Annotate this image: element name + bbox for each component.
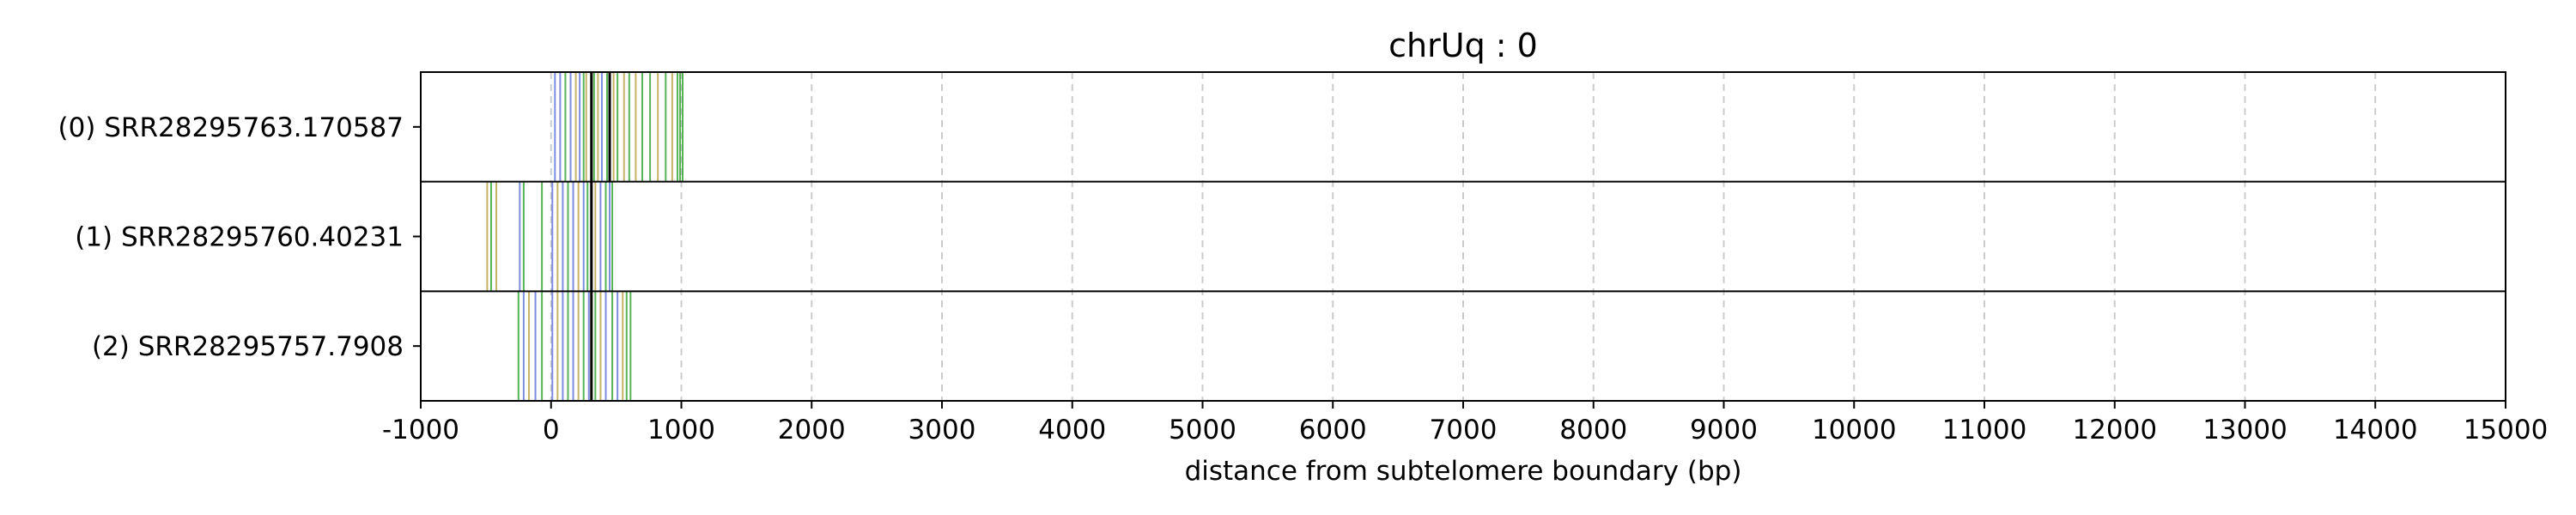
x-tick-label: 13000 [2202,415,2287,445]
row-label: (1) SRR28295760.40231 [75,222,404,253]
chart-title: chrUq : 0 [1388,27,1538,64]
x-tick-label: 9000 [1690,415,1758,445]
x-tick-label: 7000 [1430,415,1498,445]
x-axis-ticks: -1000 0 1000 2000 3000 4000 5000 6000 7000 8000 90… [382,125,2549,445]
x-tick-label: -1000 [382,415,459,445]
x-tick-label: 5000 [1169,415,1236,445]
row-labels: (0) SRR28295763.170587 (1) SRR28295760.40… [58,112,404,362]
x-tick-label: 14000 [2333,415,2418,445]
x-tick-label: 1000 [647,415,715,445]
row-label: (2) SRR28295757.7908 [92,331,404,362]
x-tick-label: 11000 [1942,415,2027,445]
x-tick-label: 2000 [778,415,846,445]
x-axis-label: distance from subtelomere boundary (bp) [1185,456,1742,487]
read-marks [486,72,684,401]
x-tick-label: 10000 [1812,415,1897,445]
x-tick-label: 3000 [908,415,976,445]
x-tick-label: 4000 [1038,415,1106,445]
x-tick-label: 12000 [2072,415,2157,445]
x-tick-label: 8000 [1559,415,1627,445]
x-tick-label: 0 [543,415,560,445]
x-tick-label: 6000 [1299,415,1367,445]
x-tick-label: 15000 [2464,415,2549,445]
row-label: (0) SRR28295763.170587 [58,112,404,143]
